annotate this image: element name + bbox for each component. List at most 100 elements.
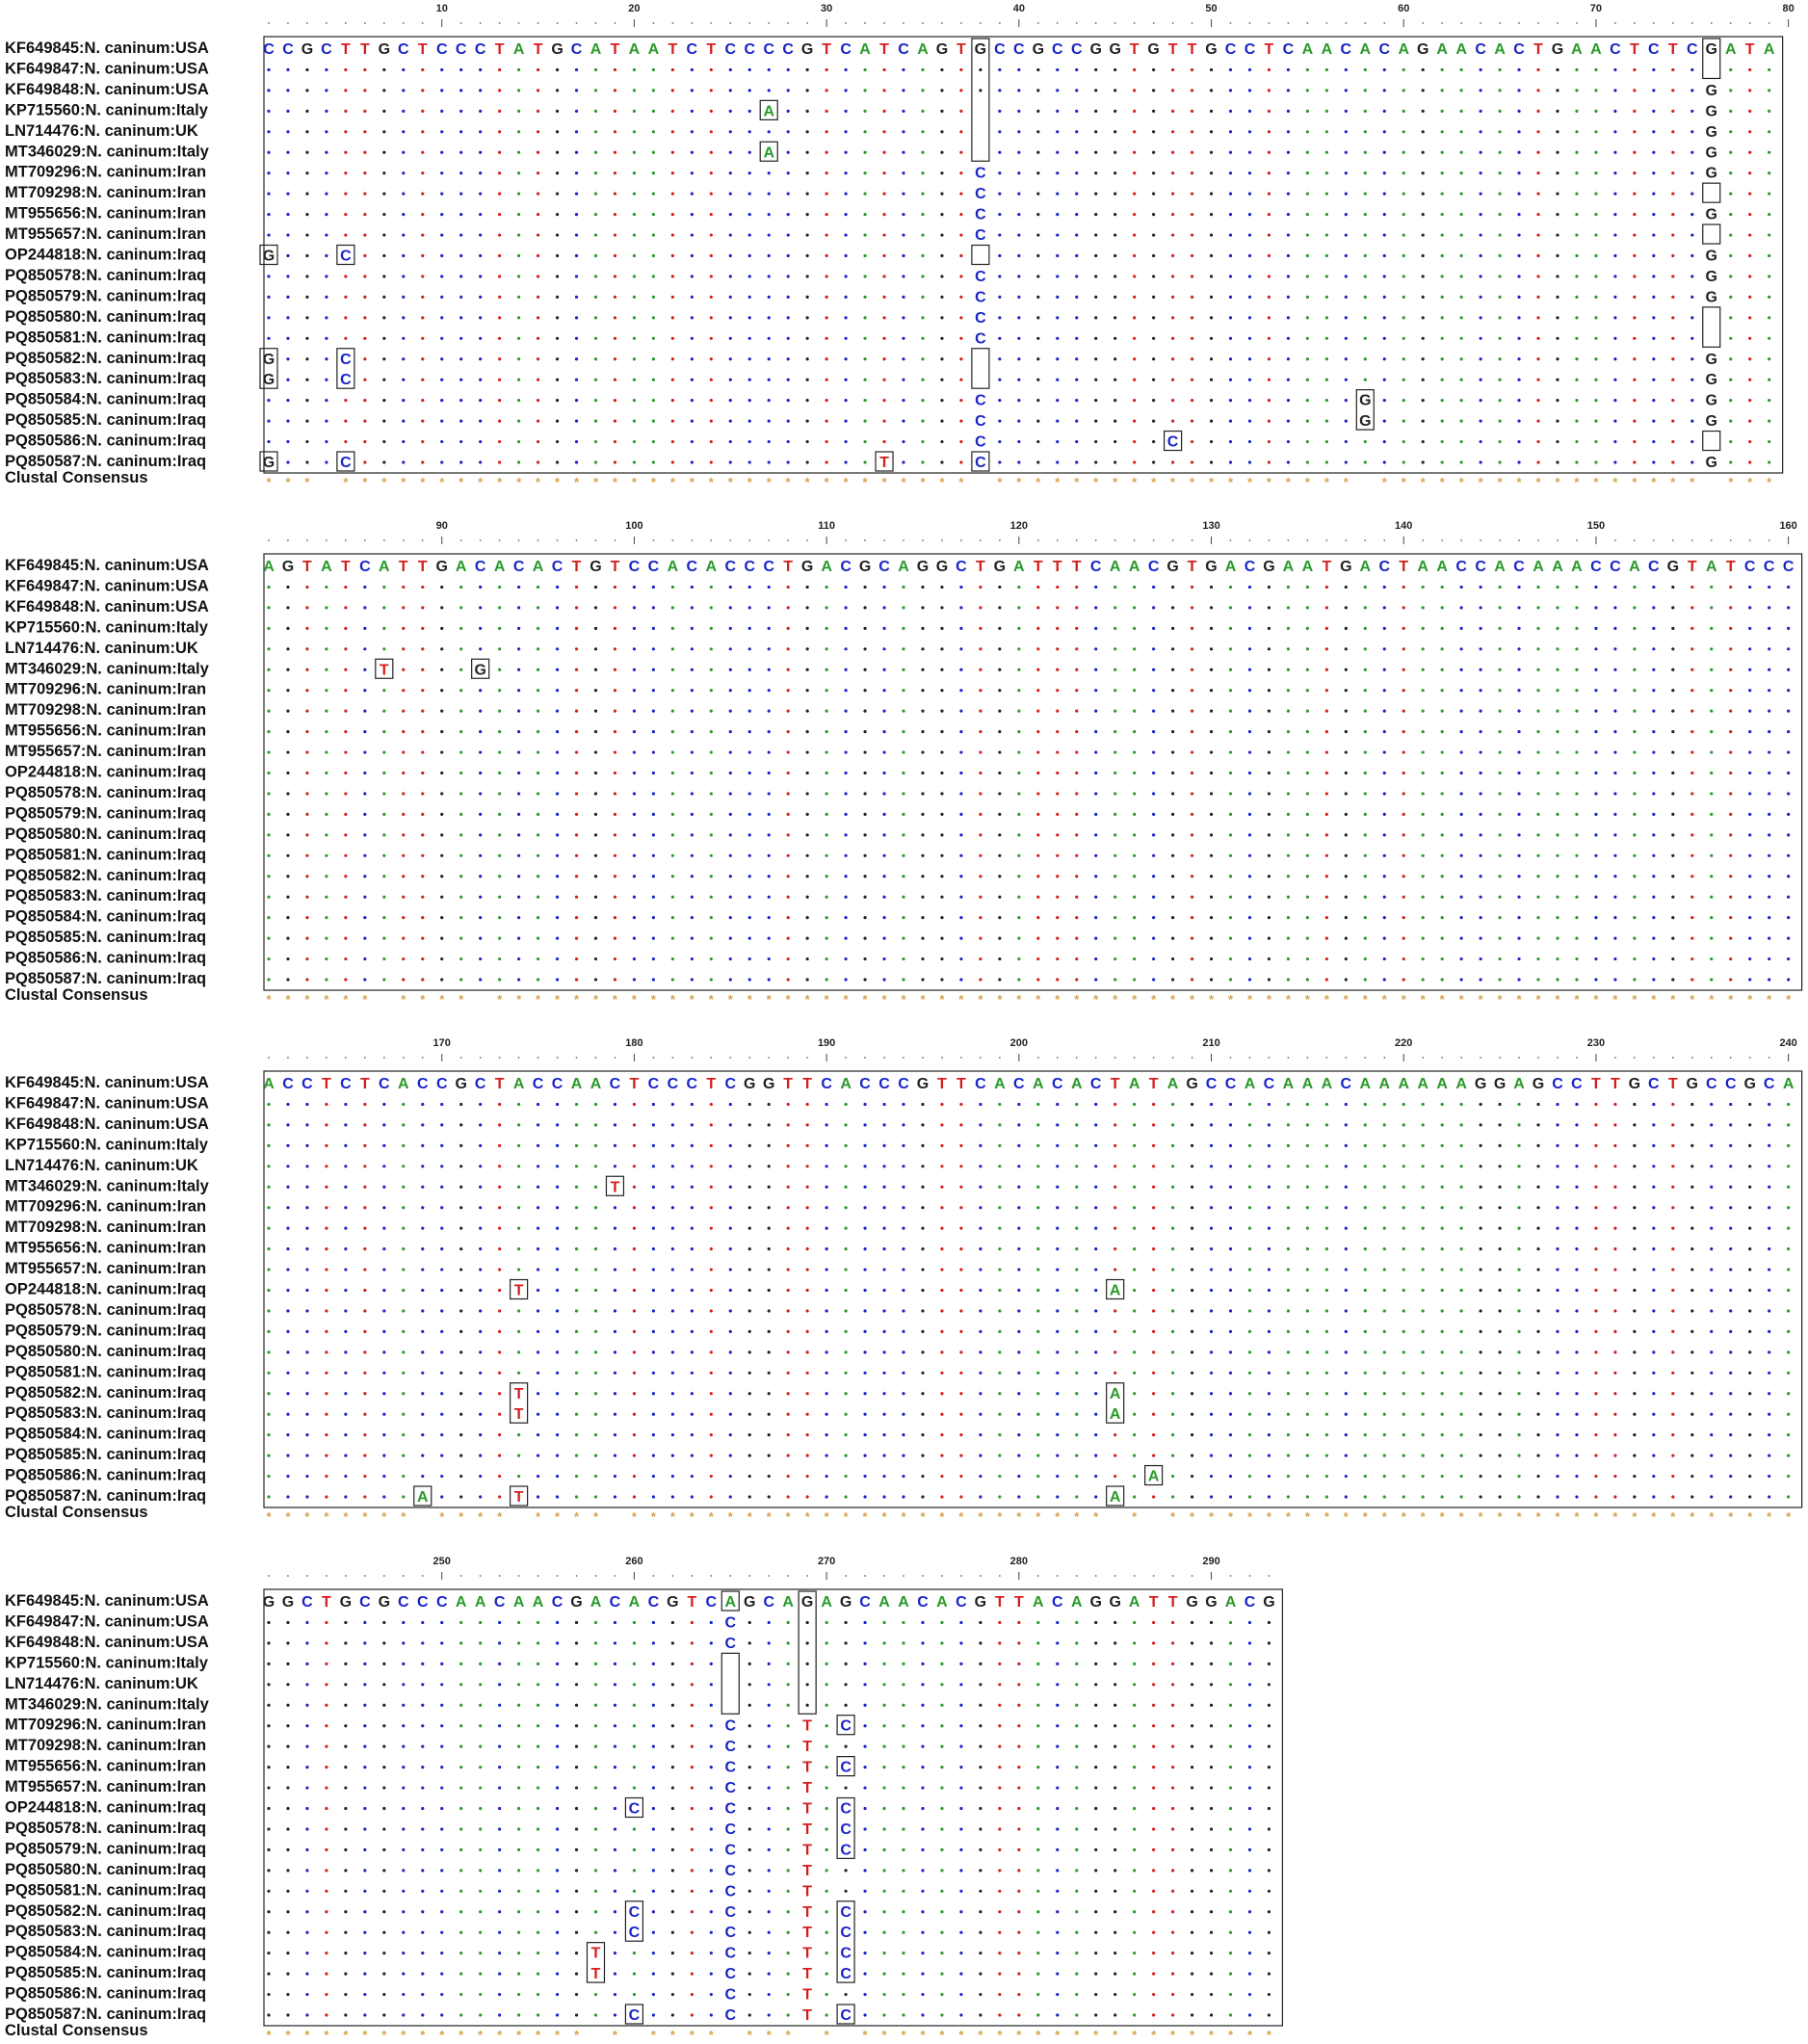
identity-dot (921, 916, 925, 920)
identity-dot (1575, 936, 1579, 940)
identity-dot (786, 295, 790, 299)
identity-dot (1421, 1165, 1425, 1168)
identity-dot (305, 1143, 309, 1147)
identity-dot (1094, 1143, 1098, 1147)
identity-dot (998, 1206, 1002, 1210)
reference-base: C (1706, 1076, 1717, 1092)
identity-dot (479, 709, 483, 713)
identity-dot (1748, 1288, 1752, 1293)
identity-dot (709, 336, 713, 340)
identity-dot (747, 233, 751, 237)
identity-dot (1748, 67, 1752, 72)
identity-dot (1017, 295, 1021, 299)
identity-dot (1748, 875, 1752, 878)
identity-dot (325, 916, 328, 920)
reference-base: T (1168, 41, 1178, 58)
identity-dot (1594, 1226, 1598, 1230)
identity-dot (267, 1123, 271, 1127)
identity-dot (1305, 399, 1309, 403)
ruler-dot (1729, 539, 1732, 541)
identity-dot (267, 978, 271, 982)
identity-dot (1247, 150, 1252, 154)
identity-dot (882, 336, 886, 340)
identity-dot (1633, 647, 1637, 651)
identity-dot (593, 336, 598, 340)
identity-dot (998, 895, 1002, 899)
identity-dot (440, 316, 444, 320)
identity-dot (979, 1371, 983, 1375)
identity-dot (805, 647, 809, 651)
identity-dot (1267, 1165, 1271, 1168)
identity-dot (1152, 192, 1156, 196)
consensus-star: * (1016, 475, 1022, 489)
identity-dot (1209, 357, 1214, 361)
identity-dot (940, 378, 944, 381)
identity-dot (1247, 1165, 1252, 1168)
identity-dot (940, 585, 944, 590)
identity-dot (536, 792, 540, 796)
identity-dot (767, 853, 771, 857)
identity-dot (1056, 750, 1060, 754)
identity-dot (1075, 833, 1079, 837)
identity-dot (1247, 253, 1252, 258)
identity-dot (1652, 668, 1656, 671)
identity-dot (1402, 171, 1405, 175)
identity-dot (1671, 1309, 1675, 1313)
identity-dot (1382, 399, 1386, 403)
identity-dot (1459, 1123, 1463, 1127)
identity-dot (1017, 1102, 1021, 1107)
identity-dot (1517, 150, 1521, 154)
reference-base: T (572, 559, 582, 575)
identity-dot (902, 130, 905, 134)
identity-dot (767, 978, 771, 982)
identity-dot (940, 895, 944, 899)
identity-dot (902, 171, 905, 175)
reference-base: G (590, 559, 601, 575)
identity-dot (998, 750, 1002, 754)
identity-dot (1633, 233, 1637, 237)
reference-base: T (706, 1076, 716, 1092)
identity-dot (267, 956, 271, 961)
identity-dot (1363, 709, 1367, 713)
identity-dot (1748, 853, 1752, 857)
identity-dot (1594, 1329, 1598, 1333)
identity-dot (1209, 978, 1214, 982)
identity-dot (959, 812, 963, 817)
identity-dot (1209, 1206, 1214, 1210)
consensus-star: * (304, 992, 310, 1007)
identity-dot (651, 689, 656, 693)
identity-dot (1710, 978, 1714, 982)
identity-dot (1690, 439, 1694, 444)
identity-dot (421, 316, 425, 320)
identity-dot (1114, 130, 1117, 134)
ruler-dot (729, 1057, 732, 1059)
identity-dot (1075, 916, 1079, 920)
identity-dot (421, 771, 425, 775)
identity-dot (1768, 357, 1771, 361)
identity-dot (1036, 213, 1040, 217)
identity-dot (1075, 606, 1079, 610)
identity-dot (786, 1123, 790, 1127)
identity-dot (902, 895, 905, 899)
identity-dot (305, 1309, 309, 1313)
identity-dot (1459, 606, 1463, 610)
identity-dot (998, 460, 1002, 464)
identity-dot (1267, 150, 1271, 154)
identity-dot (902, 357, 905, 361)
consensus-star: * (670, 475, 676, 489)
consensus-star: * (1632, 475, 1638, 489)
identity-dot (959, 853, 963, 857)
identity-dot (1152, 1185, 1156, 1189)
identity-dot (1421, 1123, 1425, 1127)
identity-dot (1382, 750, 1386, 754)
variant-base: C (975, 413, 986, 430)
ruler-dot (326, 1057, 328, 1059)
identity-dot (959, 875, 963, 878)
identity-dot (1344, 585, 1348, 590)
identity-dot (805, 1123, 809, 1127)
identity-dot (632, 978, 637, 982)
identity-dot (574, 150, 579, 154)
identity-dot (1748, 1309, 1752, 1313)
identity-dot (363, 1226, 367, 1230)
identity-dot (1575, 771, 1579, 775)
